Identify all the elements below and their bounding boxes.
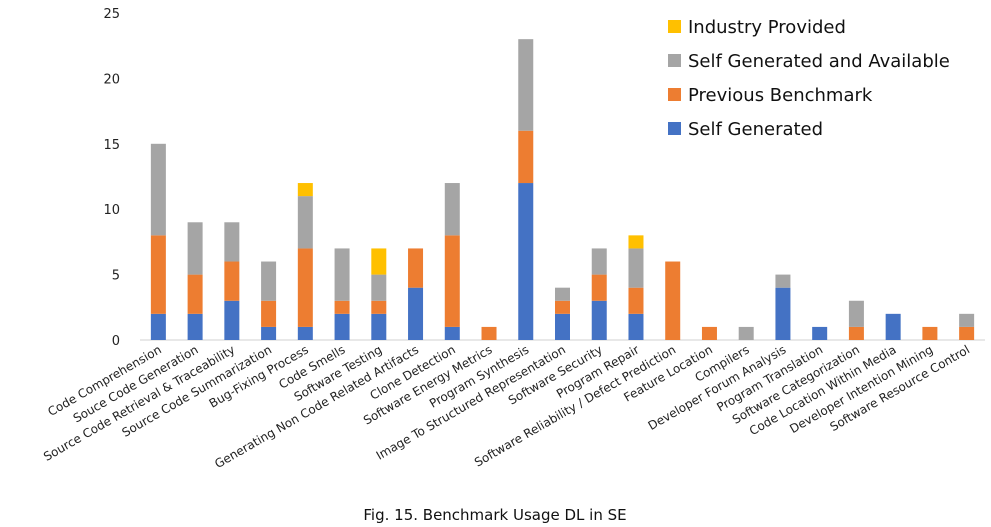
figure-caption: Fig. 15. Benchmark Usage DL in SE <box>363 506 626 524</box>
bar-segment-previous-benchmark <box>224 261 240 301</box>
legend-label: Self Generated and Available <box>688 51 950 72</box>
bar-segment-self-generated <box>371 313 387 340</box>
bar-segment-self-generated <box>297 326 313 340</box>
bar-segment-previous-benchmark <box>408 248 424 288</box>
bar-segment-self-generated <box>555 313 570 340</box>
bar-segment-previous-benchmark <box>628 287 644 314</box>
legend: Industry Provided Self Generated and Avai… <box>668 17 950 140</box>
y-tick-label: 5 <box>112 269 120 284</box>
bar-segment-industry-provided <box>297 183 313 197</box>
y-tick-label: 0 <box>112 334 120 349</box>
y-tick-label: 10 <box>103 203 120 218</box>
bar-segment-previous-benchmark <box>444 235 460 327</box>
y-tick-label: 20 <box>103 72 120 87</box>
y-tick-label: 15 <box>103 138 120 153</box>
bar-segment-self-generated <box>408 287 424 340</box>
bar-segment-previous-benchmark <box>591 274 607 301</box>
bar-segment-previous-benchmark <box>555 300 570 314</box>
bar-segment-self-generated-and-available <box>224 222 240 262</box>
bar-segment-previous-benchmark <box>481 326 497 340</box>
legend-label: Self Generated <box>688 119 823 140</box>
bar-segment-self-generated-and-available <box>628 248 644 288</box>
bar-segment-self-generated-and-available <box>738 326 754 340</box>
bar-segment-self-generated-and-available <box>555 287 570 301</box>
bar-segment-self-generated <box>775 287 791 340</box>
bar-segment-self-generated-and-available <box>518 39 534 131</box>
bar-segment-self-generated <box>261 326 277 340</box>
bar-segment-previous-benchmark <box>665 261 681 340</box>
bar-segment-previous-benchmark <box>334 300 350 314</box>
bar-segment-self-generated-and-available <box>775 274 791 288</box>
bar-segment-self-generated-and-available <box>848 300 864 327</box>
bar-segment-previous-benchmark <box>261 300 277 327</box>
y-tick-label: 25 <box>103 7 120 22</box>
bar-segment-self-generated-and-available <box>959 313 975 327</box>
bar-segment-self-generated-and-available <box>444 183 460 236</box>
bar-segment-self-generated <box>885 313 901 340</box>
legend-swatch <box>668 88 681 101</box>
bar-segment-previous-benchmark <box>959 326 975 340</box>
bar-segment-previous-benchmark <box>518 130 534 184</box>
bar-segment-self-generated <box>812 326 828 340</box>
bar-segment-previous-benchmark <box>297 248 313 327</box>
bar-segment-self-generated <box>444 326 460 340</box>
bar-segment-self-generated-and-available <box>187 222 203 275</box>
bar-segment-self-generated <box>150 313 166 340</box>
bar-segment-industry-provided <box>371 248 387 275</box>
bar-segment-self-generated <box>187 313 203 340</box>
bar-segment-self-generated <box>628 313 644 340</box>
legend-swatch <box>668 20 681 33</box>
bar-segment-self-generated <box>334 313 350 340</box>
bar-segment-self-generated-and-available <box>261 261 277 301</box>
bar-segment-self-generated <box>591 300 607 340</box>
bar-segment-self-generated-and-available <box>591 248 607 275</box>
bar-segment-previous-benchmark <box>371 300 387 314</box>
bar-segment-previous-benchmark <box>922 326 938 340</box>
bar-segment-previous-benchmark <box>701 326 717 340</box>
bar-segment-self-generated-and-available <box>297 196 313 249</box>
legend-label: Industry Provided <box>688 17 846 38</box>
bar-segment-previous-benchmark <box>150 235 166 314</box>
legend-swatch <box>668 122 681 135</box>
bars-group <box>150 39 975 340</box>
bar-segment-self-generated-and-available <box>150 143 166 236</box>
bar-segment-self-generated <box>224 300 240 340</box>
bar-segment-self-generated-and-available <box>371 274 387 301</box>
y-axis-ticks: 0 5 10 15 20 25 <box>103 7 120 349</box>
bar-segment-self-generated-and-available <box>334 248 350 301</box>
legend-swatch <box>668 54 681 67</box>
bar-segment-self-generated <box>518 183 534 340</box>
bar-segment-previous-benchmark <box>848 326 864 340</box>
bar-segment-previous-benchmark <box>187 274 203 314</box>
legend-label: Previous Benchmark <box>688 85 873 106</box>
bar-segment-industry-provided <box>628 235 644 249</box>
